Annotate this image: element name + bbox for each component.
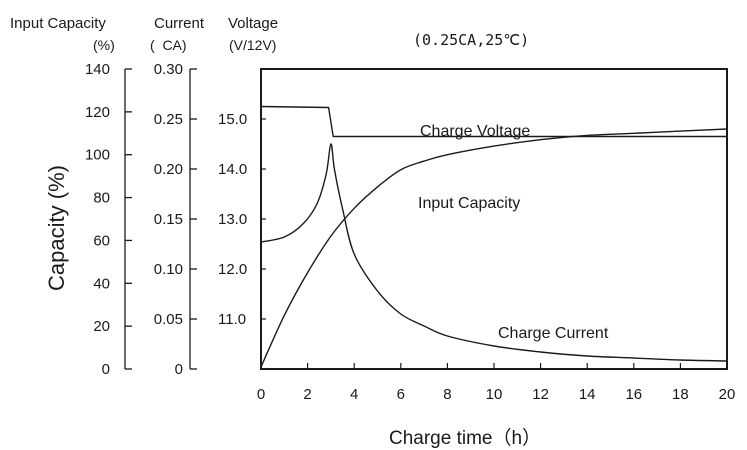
current-tick-label: 0.15 (154, 211, 183, 228)
x-tick-label: 10 (486, 386, 503, 403)
capacity-tick-label: 60 (93, 232, 110, 249)
voltage-tick-label: 12.0 (218, 261, 247, 278)
x-tick-label: 18 (672, 386, 689, 403)
current-tick-label: 0 (175, 361, 183, 378)
x-tick-label: 0 (257, 386, 265, 403)
x-tick-label: 8 (443, 386, 451, 403)
current-axis-header-line1: Current (154, 15, 205, 32)
x-tick-label: 2 (303, 386, 311, 403)
voltage-tick-label: 13.0 (218, 211, 247, 228)
test-condition: (0.25CA,25℃) (413, 31, 529, 49)
plot-area-frame (260, 68, 728, 370)
series-line-input-capacity (260, 128, 728, 368)
current-tick-label: 0.05 (154, 311, 183, 328)
x-axis-label: Charge time（h） (389, 427, 541, 449)
capacity-tick-label: 20 (93, 318, 110, 335)
current-axis-header-line2: ( CA) (150, 37, 187, 53)
voltage-tick-label: 15.0 (218, 111, 247, 128)
capacity-axis-header-line2: (%) (93, 37, 115, 53)
x-tick-label: 16 (625, 386, 642, 403)
capacity-tick-label: 140 (85, 61, 110, 78)
x-tick-label: 14 (579, 386, 596, 403)
voltage-axis-header-line2: (V/12V) (229, 37, 276, 53)
current-tick-label: 0.20 (154, 161, 183, 178)
capacity-tick-label: 100 (85, 147, 110, 164)
series-label-charge-voltage: Charge Voltage (420, 123, 530, 140)
series-label-charge-current: Charge Current (498, 325, 609, 342)
current-tick-label: 0.30 (154, 61, 183, 78)
voltage-tick-label: 11.0 (218, 311, 246, 328)
series-line-charge-voltage (260, 105, 727, 138)
voltage-tick-label: 14.0 (218, 161, 247, 178)
capacity-tick-label: 120 (85, 104, 110, 121)
voltage-axis-header-line1: Voltage (228, 15, 278, 32)
capacity-axis-header-line1: Input Capacity (10, 15, 106, 32)
current-tick-label: 0.25 (154, 111, 183, 128)
capacity-tick-label: 40 (93, 275, 110, 292)
series-line-charge-current (260, 143, 728, 362)
y-axis-label: Capacity (%) (44, 165, 69, 291)
current-tick-label: 0.10 (154, 261, 183, 278)
x-tick-label: 20 (719, 386, 736, 403)
capacity-tick-label: 80 (93, 190, 110, 207)
x-tick-label: 4 (350, 386, 358, 403)
capacity-tick-label: 0 (102, 361, 110, 378)
x-tick-label: 12 (532, 386, 549, 403)
x-tick-label: 6 (397, 386, 405, 403)
series-label-input-capacity: Input Capacity (418, 195, 520, 212)
